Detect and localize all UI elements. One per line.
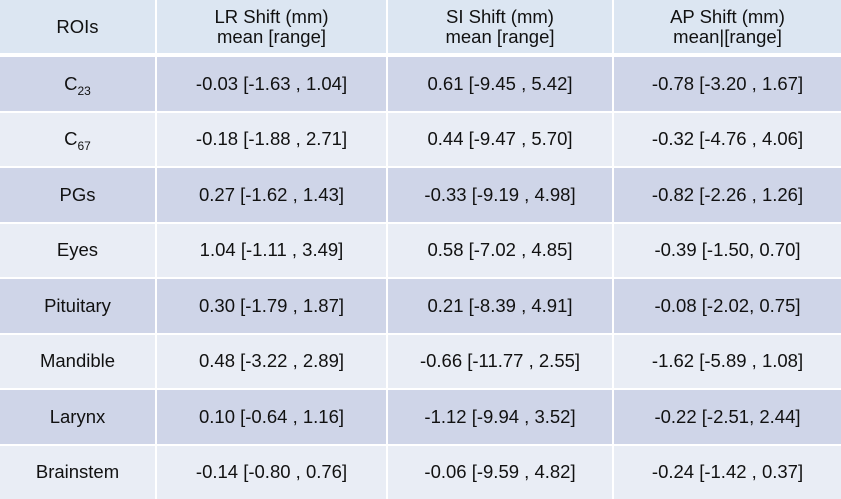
header-cell: ROIs <box>0 0 155 53</box>
value-cell: 0.27 [-1.62 , 1.43] <box>157 168 386 222</box>
roi-name: Pituitary <box>44 295 111 316</box>
roi-cell: Brainstem <box>0 446 155 499</box>
roi-name: Eyes <box>57 239 98 260</box>
value-cell: 0.10 [-0.64 , 1.16] <box>157 390 386 444</box>
value-cell: -0.66 [-11.77 , 2.55] <box>388 335 612 389</box>
value-cell: -0.24 [-1.42 , 0.37] <box>614 446 841 499</box>
roi-label: PGs <box>60 185 96 205</box>
roi-name: PGs <box>60 184 96 205</box>
value-cell: -0.82 [-2.26 , 1.26] <box>614 168 841 222</box>
roi-name: Brainstem <box>36 461 119 482</box>
roi-label: Brainstem <box>36 462 119 482</box>
roi-label: C23 <box>64 74 91 94</box>
value-cell: -0.39 [-1.50, 0.70] <box>614 224 841 278</box>
roi-cell: C67 <box>0 113 155 167</box>
value-cell: 0.44 [-9.47 , 5.70] <box>388 113 612 167</box>
roi-name: C <box>64 73 77 94</box>
value-cell: -0.78 [-3.20 , 1.67] <box>614 57 841 111</box>
value-cell: -0.18 [-1.88 , 2.71] <box>157 113 386 167</box>
header-text: ROIs <box>56 17 98 37</box>
value-cell: -1.62 [-5.89 , 1.08] <box>614 335 841 389</box>
value-cell: -0.32 [-4.76 , 4.06] <box>614 113 841 167</box>
header-cell: SI Shift (mm)mean [range] <box>388 0 612 53</box>
value-cell: -0.14 [-0.80 , 0.76] <box>157 446 386 499</box>
roi-subscript: 67 <box>78 139 91 153</box>
roi-label: C67 <box>64 129 91 149</box>
roi-name: Mandible <box>40 350 115 371</box>
header-text: mean [range] <box>217 27 326 47</box>
header-cell: AP Shift (mm)mean|[range] <box>614 0 841 53</box>
roi-label: Eyes <box>57 240 98 260</box>
header-text: mean [range] <box>445 27 554 47</box>
value-cell: -1.12 [-9.94 , 3.52] <box>388 390 612 444</box>
value-cell: 1.04 [-1.11 , 3.49] <box>157 224 386 278</box>
value-cell: -0.06 [-9.59 , 4.82] <box>388 446 612 499</box>
value-cell: 0.21 [-8.39 , 4.91] <box>388 279 612 333</box>
header-cell: LR Shift (mm)mean [range] <box>157 0 386 53</box>
roi-cell: Eyes <box>0 224 155 278</box>
roi-name: C <box>64 128 77 149</box>
roi-label: Mandible <box>40 351 115 371</box>
header-text: SI Shift (mm) <box>446 7 554 27</box>
value-cell: -0.08 [-2.02, 0.75] <box>614 279 841 333</box>
value-cell: 0.58 [-7.02 , 4.85] <box>388 224 612 278</box>
roi-label: Pituitary <box>44 296 111 316</box>
value-cell: -0.33 [-9.19 , 4.98] <box>388 168 612 222</box>
value-cell: -0.03 [-1.63 , 1.04] <box>157 57 386 111</box>
header-text: mean|[range] <box>673 27 782 47</box>
roi-label: Larynx <box>50 407 106 427</box>
header-text: LR Shift (mm) <box>214 7 328 27</box>
roi-cell: Pituitary <box>0 279 155 333</box>
roi-cell: PGs <box>0 168 155 222</box>
roi-cell: C23 <box>0 57 155 111</box>
header-text: AP Shift (mm) <box>670 7 785 27</box>
roi-name: Larynx <box>50 406 106 427</box>
roi-subscript: 23 <box>78 84 91 98</box>
value-cell: 0.48 [-3.22 , 2.89] <box>157 335 386 389</box>
roi-cell: Mandible <box>0 335 155 389</box>
value-cell: 0.30 [-1.79 , 1.87] <box>157 279 386 333</box>
roi-cell: Larynx <box>0 390 155 444</box>
value-cell: 0.61 [-9.45 , 5.42] <box>388 57 612 111</box>
value-cell: -0.22 [-2.51, 2.44] <box>614 390 841 444</box>
